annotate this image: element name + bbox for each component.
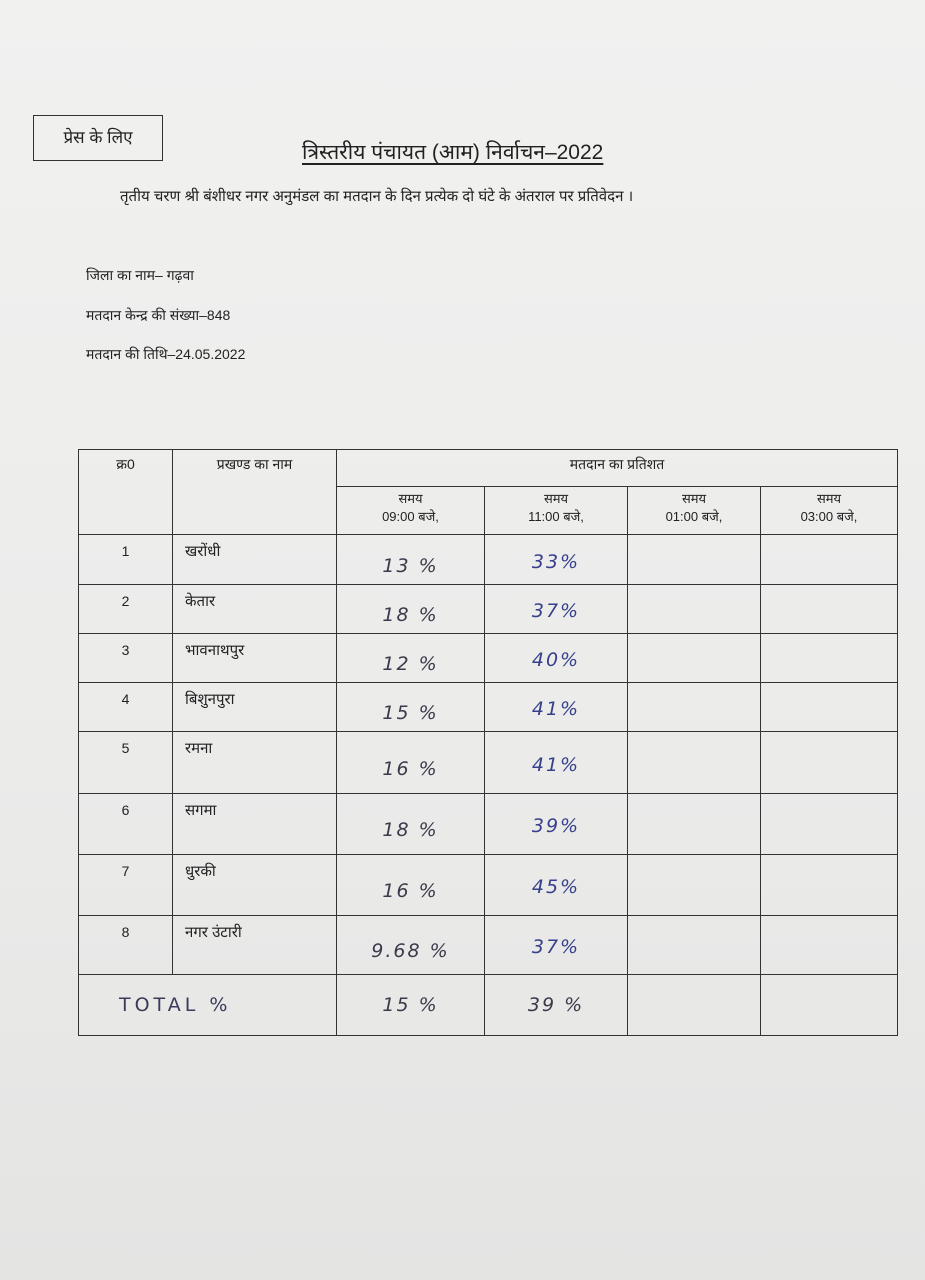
serial-number: 3 bbox=[78, 633, 173, 683]
turnout-table: क्र0 प्रखण्ड का नाम मतदान का प्रतिशत समय… bbox=[78, 449, 898, 1036]
header-serial: क्र0 bbox=[78, 449, 173, 535]
total-row: TOTAL % 15 % 39 % bbox=[78, 974, 898, 1036]
header-time-2: समय 01:00 बजे, bbox=[627, 486, 761, 535]
header-turnout-percent: मतदान का प्रतिशत bbox=[336, 449, 898, 487]
turnout-0900: 15 % bbox=[336, 682, 485, 732]
document-title: त्रिस्तरीय पंचायत (आम) निर्वाचन–2022 bbox=[302, 141, 604, 164]
polling-date: मतदान की तिथि–24.05.2022 bbox=[86, 346, 246, 362]
serial-number: 6 bbox=[78, 793, 173, 855]
time-value: 03:00 बजे, bbox=[800, 509, 858, 524]
total-0900: 15 % bbox=[336, 974, 485, 1036]
block-name: धुरकी bbox=[172, 854, 337, 916]
block-name: नगर उंटारी bbox=[172, 915, 337, 975]
turnout-0300 bbox=[760, 633, 898, 683]
turnout-0300 bbox=[760, 854, 898, 916]
turnout-0300 bbox=[760, 915, 898, 975]
time-label: समय bbox=[816, 491, 842, 506]
turnout-0100 bbox=[627, 633, 761, 683]
block-name: बिशुनपुरा bbox=[172, 682, 337, 732]
block-name: रमना bbox=[172, 731, 337, 794]
total-0300 bbox=[760, 974, 898, 1036]
total-0100 bbox=[627, 974, 761, 1036]
turnout-0900: 16 % bbox=[336, 731, 485, 794]
turnout-0100 bbox=[627, 731, 761, 794]
turnout-1100: 41% bbox=[484, 682, 628, 732]
turnout-0900: 13 % bbox=[336, 534, 485, 585]
table-row: 5 रमना 16 % 41% bbox=[78, 731, 898, 794]
time-value: 09:00 बजे, bbox=[382, 509, 439, 524]
turnout-0100 bbox=[627, 534, 761, 585]
block-name: भावनाथपुर bbox=[172, 633, 337, 683]
serial-number: 4 bbox=[78, 682, 173, 732]
header-time-3: समय 03:00 बजे, bbox=[760, 486, 898, 535]
booth-count: मतदान केन्द्र की संख्या–848 bbox=[86, 307, 231, 323]
block-name: खरोंधी bbox=[172, 534, 337, 585]
turnout-0900: 12 % bbox=[336, 633, 485, 683]
turnout-0100 bbox=[627, 915, 761, 975]
turnout-1100: 37% bbox=[484, 584, 628, 634]
header-time-1: समय 11:00 बजे, bbox=[484, 486, 628, 535]
turnout-0100 bbox=[627, 793, 761, 855]
turnout-1100: 33% bbox=[484, 534, 628, 585]
table-row: 3 भावनाथपुर 12 % 40% bbox=[78, 633, 898, 683]
turnout-0100 bbox=[627, 854, 761, 916]
table-row: 1 खरोंधी 13 % 33% bbox=[78, 534, 898, 585]
serial-number: 2 bbox=[78, 584, 173, 634]
district-name: जिला का नाम– गढ़वा bbox=[86, 267, 194, 283]
turnout-0900: 16 % bbox=[336, 854, 485, 916]
table-row: 2 केतार 18 % 37% bbox=[78, 584, 898, 634]
turnout-0100 bbox=[627, 584, 761, 634]
block-name: केतार bbox=[172, 584, 337, 634]
turnout-1100: 45% bbox=[484, 854, 628, 916]
turnout-0300 bbox=[760, 731, 898, 794]
table-row: 7 धुरकी 16 % 45% bbox=[78, 854, 898, 916]
total-1100: 39 % bbox=[484, 974, 628, 1036]
header-time-0: समय 09:00 बजे, bbox=[336, 486, 485, 535]
table-row: 6 सगमा 18 % 39% bbox=[78, 793, 898, 855]
total-label: TOTAL % bbox=[78, 974, 337, 1036]
turnout-0300 bbox=[760, 534, 898, 585]
turnout-0900: 18 % bbox=[336, 584, 485, 634]
table-row: 4 बिशुनपुरा 15 % 41% bbox=[78, 682, 898, 732]
header-block-name: प्रखण्ड का नाम bbox=[172, 449, 337, 535]
press-label-box: प्रेस के लिए bbox=[33, 115, 163, 161]
serial-number: 5 bbox=[78, 731, 173, 794]
turnout-0100 bbox=[627, 682, 761, 732]
block-name: सगमा bbox=[172, 793, 337, 855]
turnout-1100: 40% bbox=[484, 633, 628, 683]
document-subtitle: तृतीय चरण श्री बंशीधर नगर अनुमंडल का मतद… bbox=[120, 188, 634, 205]
time-label: समय bbox=[398, 491, 423, 506]
serial-number: 8 bbox=[78, 915, 173, 975]
time-label: समय bbox=[681, 491, 707, 506]
serial-number: 7 bbox=[78, 854, 173, 916]
turnout-0900: 9.68 % bbox=[336, 915, 485, 975]
time-label: समय bbox=[543, 491, 569, 506]
turnout-1100: 41% bbox=[484, 731, 628, 794]
turnout-1100: 39% bbox=[484, 793, 628, 855]
turnout-0300 bbox=[760, 793, 898, 855]
turnout-0300 bbox=[760, 584, 898, 634]
table-row: 8 नगर उंटारी 9.68 % 37% bbox=[78, 915, 898, 975]
time-value: 01:00 बजे, bbox=[665, 509, 723, 524]
turnout-1100: 37% bbox=[484, 915, 628, 975]
serial-number: 1 bbox=[78, 534, 173, 585]
turnout-0300 bbox=[760, 682, 898, 732]
time-value: 11:00 बजे, bbox=[528, 509, 584, 524]
turnout-0900: 18 % bbox=[336, 793, 485, 855]
